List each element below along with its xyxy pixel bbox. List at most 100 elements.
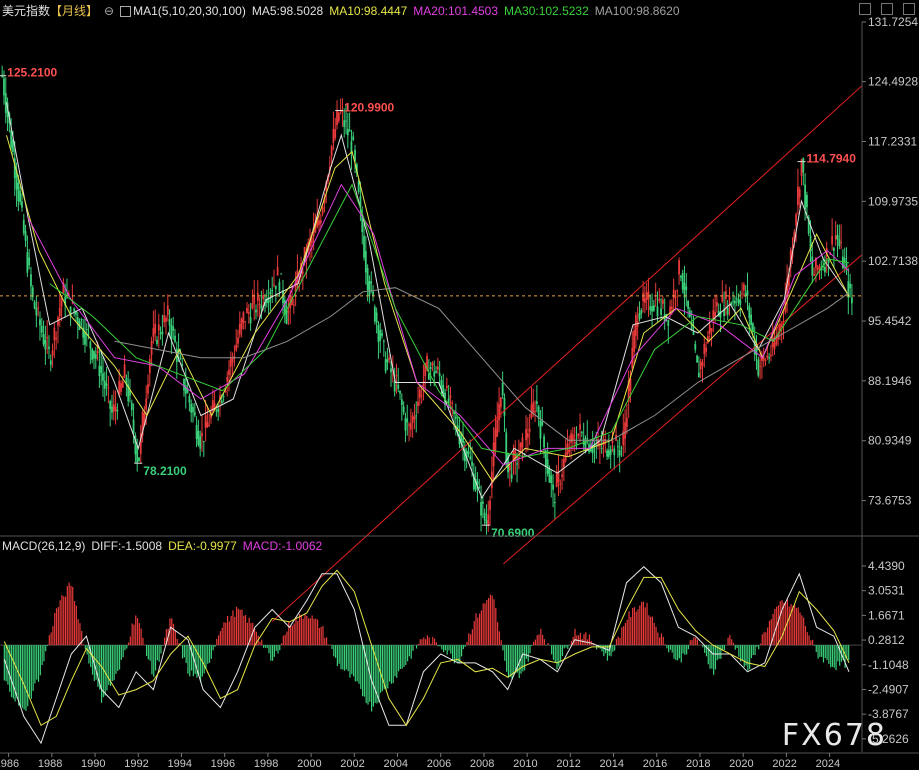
price-candle — [679, 275, 682, 278]
settings-toggle-icon[interactable]: ⊖ — [104, 4, 115, 18]
price-candle — [386, 359, 389, 363]
macd-panel — [0, 566, 862, 745]
price-candle — [316, 216, 319, 227]
price-y-tick-label: 109.9735 — [868, 194, 918, 208]
price-candle — [118, 380, 121, 395]
period-label[interactable]: 【月线】 — [50, 4, 99, 18]
price-candle — [642, 292, 644, 302]
price-candle — [762, 356, 765, 361]
price-candle — [57, 317, 59, 326]
price-candle — [222, 396, 225, 398]
price-candle — [229, 357, 232, 367]
price-candle — [746, 290, 749, 296]
ma-settings-icon[interactable] — [120, 6, 132, 18]
price-candle — [60, 298, 63, 307]
price-candle — [377, 325, 380, 342]
price-candle — [786, 278, 789, 298]
price-candle — [37, 307, 40, 309]
x-tick-label: 2008 — [470, 758, 494, 770]
axes: 131.7254 124.4928 117.2331 109.9735 102.7138… — [0, 15, 919, 770]
price-candle — [750, 314, 752, 326]
price-candle — [640, 310, 643, 314]
x-tick-label: 2020 — [729, 758, 753, 770]
price-y-tick-label: 102.7138 — [868, 254, 918, 268]
price-candle — [48, 346, 50, 349]
close-icon[interactable] — [903, 3, 915, 15]
price-candle — [798, 189, 801, 198]
price-candle — [145, 398, 148, 410]
price-candle — [161, 331, 164, 335]
price-candle — [253, 294, 256, 304]
price-candle — [652, 305, 655, 311]
price-candle — [201, 432, 203, 436]
price-candle — [553, 502, 556, 504]
price-candle — [73, 308, 76, 312]
x-tick-label: 2018 — [686, 758, 710, 770]
price-candle — [438, 373, 441, 377]
macd-y-tick-label: -1.1048 — [868, 658, 909, 672]
price-candle — [373, 306, 376, 322]
price-candle — [370, 281, 373, 284]
price-candle — [13, 158, 16, 179]
price-y-tick-label: 88.1946 — [868, 374, 912, 388]
price-candle — [445, 385, 448, 388]
x-tick-label: 1988 — [38, 758, 62, 770]
price-candle — [132, 419, 135, 434]
price-candle — [109, 400, 112, 409]
price-candle — [843, 258, 846, 262]
price-candle — [526, 433, 529, 438]
price-candle — [681, 272, 684, 290]
price-candle — [26, 252, 29, 273]
price-candle — [654, 298, 657, 300]
price-candle — [287, 311, 290, 313]
price-candle — [256, 292, 259, 301]
price-candle — [661, 299, 664, 304]
price-candle — [580, 432, 583, 434]
minimize-icon[interactable] — [859, 3, 871, 15]
price-candle — [616, 446, 619, 448]
price-candle — [719, 311, 722, 318]
price-candle — [613, 448, 616, 456]
price-candle — [103, 380, 106, 389]
price-candle — [508, 464, 511, 471]
price-candle — [105, 383, 108, 386]
price-candle — [733, 300, 736, 304]
price-candle — [676, 290, 679, 292]
price-candle — [525, 428, 527, 441]
price-candle — [265, 299, 268, 304]
price-candle — [454, 416, 457, 419]
price-candle — [714, 311, 716, 317]
price-candle — [606, 450, 608, 457]
price-candle — [766, 355, 769, 358]
price-candle — [820, 268, 823, 270]
price-candle — [793, 231, 796, 242]
price-candle — [28, 257, 31, 266]
price-candle — [530, 404, 533, 418]
price-candle — [283, 299, 286, 315]
price-candle — [845, 263, 848, 268]
price-candle — [363, 235, 365, 258]
macd-y-tick-label: 0.2812 — [868, 633, 905, 647]
price-candle — [136, 446, 139, 463]
price-candle — [186, 388, 189, 393]
price-candle — [800, 159, 803, 176]
price-candle — [366, 267, 369, 291]
x-tick-label: 2010 — [513, 758, 537, 770]
price-candle — [433, 371, 436, 377]
price-candle — [24, 231, 27, 241]
price-candle — [262, 295, 265, 300]
price-candle — [708, 324, 711, 334]
price-candle — [49, 360, 52, 365]
price-candle — [710, 328, 713, 332]
price-candle — [238, 323, 241, 335]
price-candle — [481, 501, 484, 504]
restore-icon[interactable] — [881, 3, 893, 15]
price-candle — [58, 307, 61, 317]
price-candle — [764, 360, 767, 362]
macd-macd-value: MACD:-1.0062 — [242, 539, 323, 553]
price-candle — [782, 321, 785, 323]
price-candle — [836, 234, 839, 240]
price-candle — [773, 343, 776, 350]
instrument-title: 美元指数 — [2, 4, 51, 18]
